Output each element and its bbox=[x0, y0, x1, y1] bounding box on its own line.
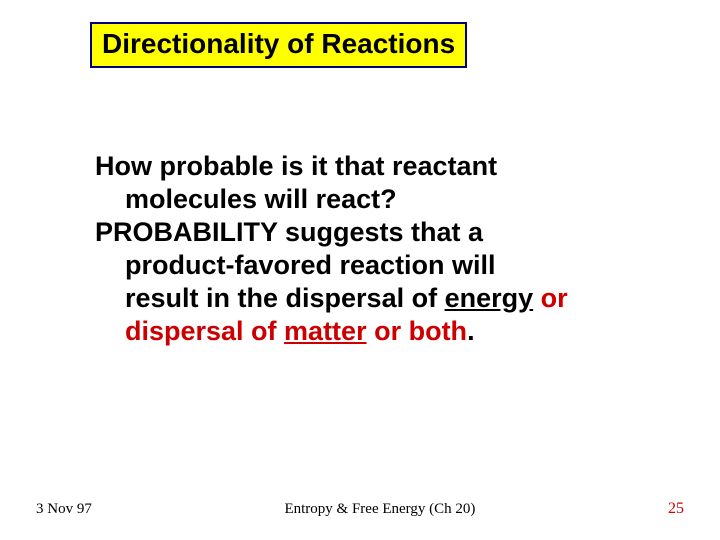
word-energy: energy bbox=[445, 283, 534, 313]
slide-title: Directionality of Reactions bbox=[102, 28, 455, 59]
prob-line-1: PROBABILITY suggests that a bbox=[95, 217, 483, 247]
word-matter: matter bbox=[284, 316, 367, 346]
prob-line-4b: or both bbox=[367, 316, 467, 346]
title-box: Directionality of Reactions bbox=[90, 22, 467, 68]
prob-line-2: product-favored reaction will bbox=[125, 250, 496, 280]
prob-line-3a: result in the dispersal of bbox=[125, 283, 445, 313]
question-line-1: How probable is it that reactant bbox=[95, 151, 497, 181]
footer: 3 Nov 97 Entropy & Free Energy (Ch 20) 2… bbox=[0, 500, 720, 518]
footer-page-number: 25 bbox=[668, 500, 684, 518]
word-or: or bbox=[533, 283, 568, 313]
footer-chapter: Entropy & Free Energy (Ch 20) bbox=[92, 501, 668, 518]
question-line-2: molecules will react? bbox=[95, 183, 655, 216]
prob-line-4-dot: . bbox=[467, 316, 475, 346]
footer-date: 3 Nov 97 bbox=[36, 501, 92, 518]
body-text: How probable is it that reactant molecul… bbox=[95, 150, 655, 348]
prob-line-4a: dispersal of bbox=[125, 316, 284, 346]
